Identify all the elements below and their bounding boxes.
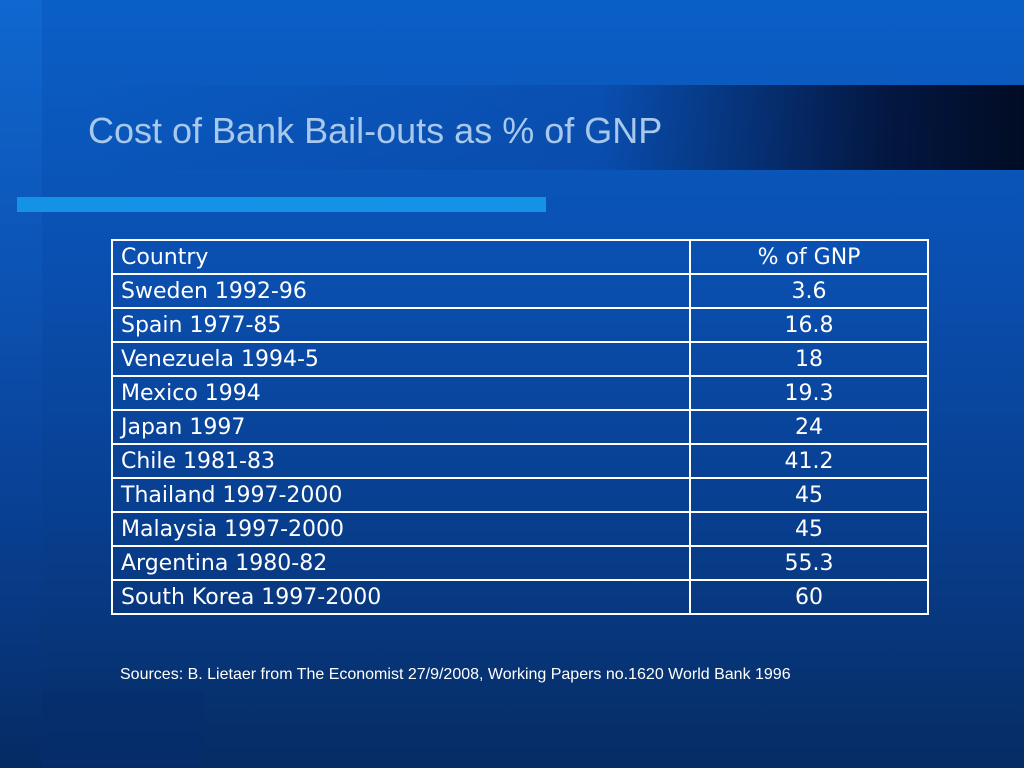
header-gnp: % of GNP: [689, 239, 929, 275]
title-background-bar: [84, 85, 1024, 170]
table-row: Argentina 1980-82 55.3: [111, 545, 929, 581]
table-header-row: Country % of GNP: [111, 239, 929, 275]
cell-country: Mexico 1994: [111, 375, 691, 411]
cell-country: Thailand 1997-2000: [111, 477, 691, 513]
bailout-table: Country % of GNP Sweden 1992-96 3.6 Spai…: [111, 239, 929, 615]
cell-country: Sweden 1992-96: [111, 273, 691, 309]
cell-country: Malaysia 1997-2000: [111, 511, 691, 547]
cell-gnp: 41.2: [689, 443, 929, 479]
table-row: Malaysia 1997-2000 45: [111, 511, 929, 547]
cell-country: Japan 1997: [111, 409, 691, 445]
cell-gnp: 16.8: [689, 307, 929, 343]
table-row: Mexico 1994 19.3: [111, 375, 929, 411]
cell-country: Venezuela 1994-5: [111, 341, 691, 377]
cell-gnp: 45: [689, 477, 929, 513]
cell-gnp: 45: [689, 511, 929, 547]
cell-gnp: 3.6: [689, 273, 929, 309]
sources-note: Sources: B. Lietaer from The Economist 2…: [120, 666, 791, 683]
accent-line: [17, 197, 546, 212]
cell-country: Spain 1977-85: [111, 307, 691, 343]
cell-gnp: 60: [689, 579, 929, 615]
cell-gnp: 55.3: [689, 545, 929, 581]
table-row: Sweden 1992-96 3.6: [111, 273, 929, 309]
table-row: Venezuela 1994-5 18: [111, 341, 929, 377]
cell-country: Chile 1981-83: [111, 443, 691, 479]
table-row: Japan 1997 24: [111, 409, 929, 445]
cell-gnp: 19.3: [689, 375, 929, 411]
left-decor-band: [0, 0, 42, 768]
cell-gnp: 24: [689, 409, 929, 445]
table-row: Thailand 1997-2000 45: [111, 477, 929, 513]
cell-country: South Korea 1997-2000: [111, 579, 691, 615]
table-row: Spain 1977-85 16.8: [111, 307, 929, 343]
table-row: Chile 1981-83 41.2: [111, 443, 929, 479]
table-row: South Korea 1997-2000 60: [111, 579, 929, 615]
header-country: Country: [111, 239, 691, 275]
slide-title: Cost of Bank Bail-outs as % of GNP: [88, 110, 663, 151]
cell-country: Argentina 1980-82: [111, 545, 691, 581]
left-decor-band-lower: [42, 690, 204, 768]
cell-gnp: 18: [689, 341, 929, 377]
